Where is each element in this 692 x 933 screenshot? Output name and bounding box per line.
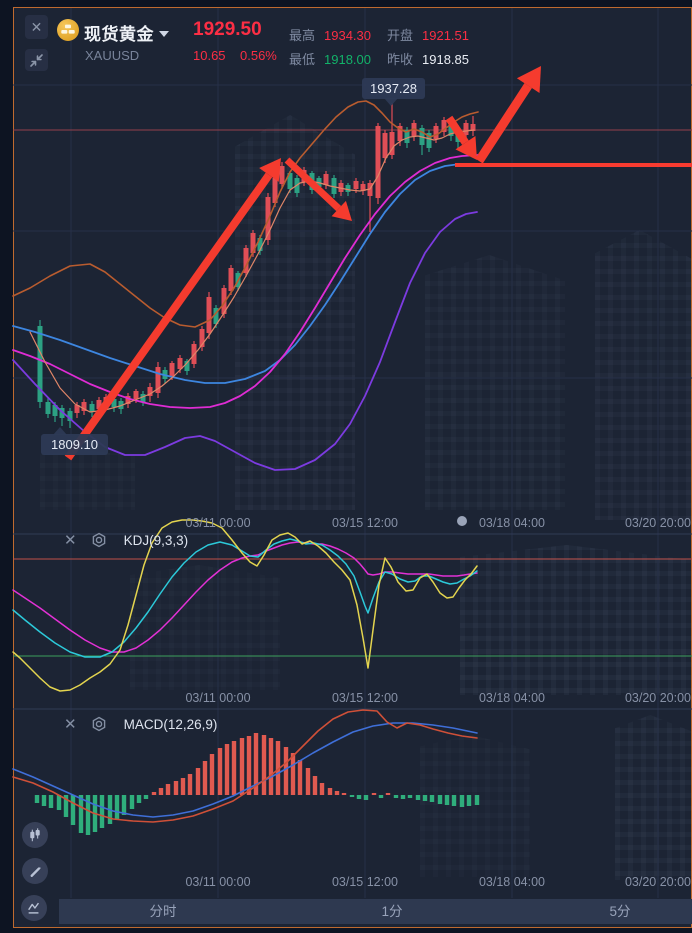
symbol-code: XAUUSD <box>85 48 140 63</box>
widget-border <box>13 7 692 928</box>
last-price: 1929.50 <box>193 19 262 40</box>
chart-type-candle-button[interactable] <box>22 822 48 848</box>
city-silhouette <box>595 230 692 520</box>
main-x-axis: 03/11 00:00 03/15 12:00 03/18 04:00 03/20 2… <box>0 516 692 531</box>
tab-1min[interactable]: 1分 <box>381 904 403 919</box>
city-silhouette <box>40 450 135 510</box>
city-silhouette <box>615 715 692 880</box>
close-button[interactable]: ✕ <box>25 15 48 39</box>
symbol-name: 现货黄金 <box>84 25 154 44</box>
x-axis-label: 03/15 12:00 <box>331 691 399 705</box>
kdj-close-icon[interactable]: ✕ <box>64 532 77 549</box>
city-silhouette <box>425 255 565 510</box>
x-axis-label: 03/11 00:00 <box>185 516 251 530</box>
kdj-title: KDJ(9,3,3) <box>123 532 189 548</box>
symbol-dropdown[interactable]: 现货黄金 <box>84 20 169 45</box>
stat-low: 最低 1918.00 <box>289 52 372 67</box>
kdj-x-axis: 03/11 00:00 03/15 12:00 03/18 04:00 03/20 2… <box>0 691 692 706</box>
axis-scroll-dot[interactable] <box>457 516 467 526</box>
stat-open: 开盘 1921.51 <box>387 28 470 43</box>
low-price-tooltip: 1809.10 <box>41 427 108 455</box>
tab-5min[interactable]: 5分 <box>609 904 631 919</box>
area-chart-icon <box>28 902 40 914</box>
macd-x-axis: 03/11 00:00 03/15 12:00 03/18 04:00 03/20 2… <box>0 875 692 890</box>
tab-tick[interactable]: 分时 <box>149 904 177 919</box>
price-change-percent: 0.56% <box>240 48 277 63</box>
close-icon: ✕ <box>30 18 43 35</box>
high-price-tooltip: 1937.28 <box>362 78 425 106</box>
city-silhouette <box>130 565 280 690</box>
price-change: 10.65 <box>193 48 226 63</box>
collapse-button[interactable] <box>25 49 48 71</box>
x-axis-label: 03/11 00:00 <box>185 691 251 705</box>
chevron-down-icon <box>159 31 169 37</box>
x-axis-label: 03/18 04:00 <box>478 691 546 705</box>
draw-tool-button[interactable] <box>22 858 48 884</box>
gold-coin-icon <box>57 19 79 41</box>
pencil-icon <box>30 866 41 877</box>
x-axis-label: 03/18 04:00 <box>478 875 546 889</box>
collapse-icon <box>30 53 43 67</box>
x-axis-label: 03/15 12:00 <box>331 875 399 889</box>
x-axis-label: 03/20 20:00 <box>624 875 692 889</box>
timeframe-bar: 分时 1分 5分 <box>59 899 692 924</box>
x-axis-label: 03/15 12:00 <box>331 516 399 530</box>
x-axis-label: 03/11 00:00 <box>185 875 251 889</box>
city-silhouette <box>460 545 692 695</box>
kdj-header: ✕ KDJ(9,3,3) <box>64 531 188 549</box>
stat-high: 最高 1934.30 <box>289 28 372 43</box>
macd-header: ✕ MACD(12,26,9) <box>64 715 217 733</box>
x-axis-label: 03/20 20:00 <box>624 691 692 705</box>
line-chart-button[interactable] <box>21 895 47 921</box>
x-axis-label: 03/18 04:00 <box>478 516 546 530</box>
macd-title: MACD(12,26,9) <box>123 716 218 732</box>
kdj-settings-icon[interactable] <box>91 532 107 548</box>
stat-prev-close: 昨收 1918.85 <box>387 52 470 67</box>
x-axis-label: 03/20 20:00 <box>624 516 692 530</box>
candlestick-icon <box>30 828 40 842</box>
macd-close-icon[interactable]: ✕ <box>64 716 77 733</box>
macd-settings-icon[interactable] <box>91 716 107 732</box>
